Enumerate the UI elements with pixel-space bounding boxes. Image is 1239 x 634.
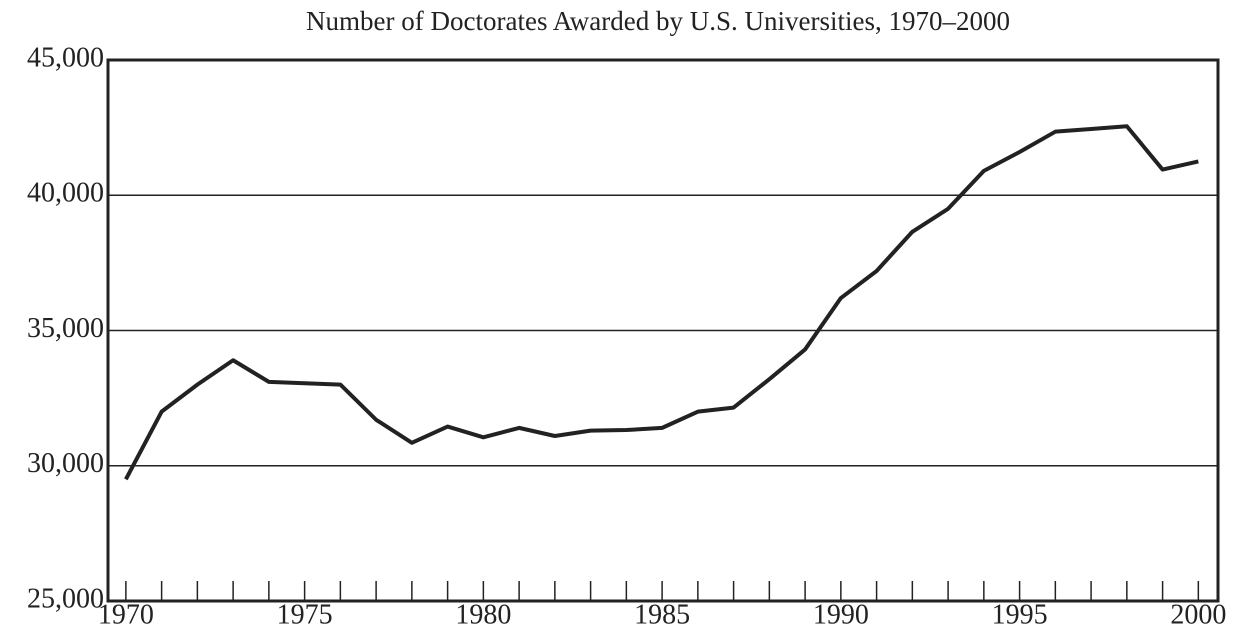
data-line bbox=[124, 124, 1199, 481]
x-tick-label: 1995 bbox=[992, 599, 1048, 630]
y-tick-label: 35,000 bbox=[27, 313, 104, 344]
x-tick-label: 1970 bbox=[98, 599, 154, 630]
y-tick-label: 40,000 bbox=[27, 178, 104, 209]
x-tick-label: 1980 bbox=[455, 599, 511, 630]
y-tick-label: 30,000 bbox=[27, 448, 104, 479]
x-tick-label: 1975 bbox=[277, 599, 333, 630]
y-tick-label: 45,000 bbox=[27, 42, 104, 73]
y-tick-label: 25,000 bbox=[27, 583, 104, 614]
x-tick-label: 2000 bbox=[1170, 599, 1226, 630]
chart-title: Number of Doctorates Awarded by U.S. Uni… bbox=[306, 6, 1010, 36]
plot-frame bbox=[106, 58, 1220, 603]
x-tick-label: 1985 bbox=[634, 599, 690, 630]
x-tick-label: 1990 bbox=[813, 599, 869, 630]
